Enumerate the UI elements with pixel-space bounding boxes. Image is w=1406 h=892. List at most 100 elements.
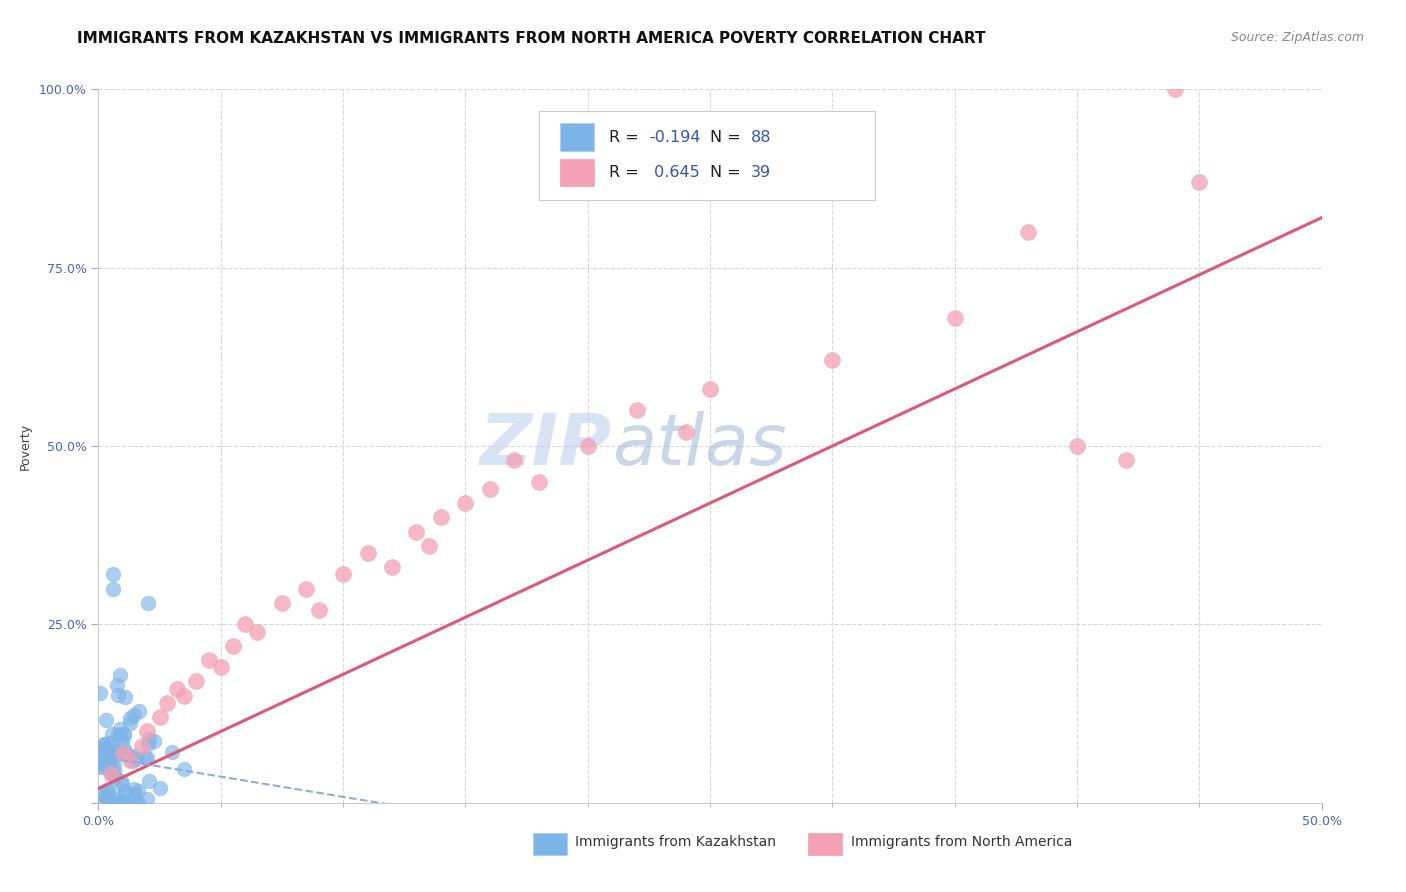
Point (149, 780, 172, 795)
Point (101, 727, 124, 741)
Point (136, 724, 159, 739)
Point (1188, 175, 1211, 189)
Point (108, 727, 131, 741)
Point (101, 740, 124, 755)
Point (112, 742, 135, 756)
Point (270, 596, 294, 610)
Text: 88: 88 (751, 129, 770, 145)
Point (356, 546, 378, 560)
Point (136, 737, 159, 751)
Point (97, 783, 120, 797)
Point (97, 744, 120, 758)
Text: 39: 39 (751, 165, 770, 180)
Point (97, 763, 120, 777)
Point (103, 757, 125, 772)
Point (91, 741, 114, 756)
Point (332, 567, 354, 582)
Point (143, 734, 166, 748)
Point (108, 722, 131, 736)
Point (122, 782, 145, 797)
Point (111, 796, 134, 810)
Point (127, 784, 149, 798)
Point (110, 774, 132, 789)
Point (103, 766, 125, 780)
Point (105, 790, 128, 805)
Point (418, 539, 440, 553)
Point (1066, 439, 1088, 453)
Point (114, 690, 136, 705)
Point (122, 796, 145, 810)
Text: N =: N = (710, 129, 747, 145)
Point (821, 353, 844, 368)
Point (246, 624, 269, 639)
Point (93, 737, 115, 751)
Point (156, 696, 179, 710)
Text: R =: R = (609, 129, 644, 145)
Point (91, 796, 114, 810)
Text: 0.645: 0.645 (648, 165, 700, 180)
Point (105, 745, 128, 759)
Point (97, 742, 120, 756)
Text: N =: N = (710, 165, 747, 180)
Point (108, 796, 131, 810)
Point (699, 382, 721, 396)
Point (111, 776, 134, 790)
Point (135, 792, 157, 806)
Point (89, 786, 111, 800)
Point (173, 762, 195, 776)
Point (87, 758, 110, 772)
Point (96, 755, 118, 769)
Point (135, 751, 157, 765)
Point (118, 711, 141, 725)
Point (93, 746, 115, 760)
Point (103, 745, 125, 759)
Point (103, 764, 125, 778)
Point (114, 796, 136, 810)
Point (96, 756, 118, 770)
Point (97, 792, 120, 806)
Point (90, 744, 112, 758)
Point (96, 782, 118, 797)
Point (136, 596, 159, 610)
Text: Immigrants from Kazakhstan: Immigrants from Kazakhstan (575, 835, 776, 849)
Point (405, 524, 427, 539)
Point (430, 510, 453, 524)
Point (111, 746, 134, 760)
Point (120, 716, 142, 731)
Point (105, 771, 128, 785)
Point (117, 747, 139, 762)
Text: R =: R = (609, 165, 644, 180)
Point (108, 668, 131, 682)
Point (675, 425, 697, 439)
Point (104, 796, 127, 810)
Point (96, 747, 118, 762)
Point (98, 788, 121, 802)
Point (90, 760, 112, 774)
Point (91, 756, 114, 771)
Point (166, 681, 188, 696)
Point (503, 453, 526, 467)
Point (186, 674, 208, 689)
Point (173, 689, 195, 703)
Point (1164, 82, 1187, 96)
Point (97, 736, 120, 750)
Point (114, 783, 136, 797)
Point (125, 748, 148, 763)
Point (127, 796, 149, 810)
Point (381, 560, 404, 574)
Point (100, 796, 122, 810)
Point (101, 796, 124, 810)
Y-axis label: Poverty: Poverty (18, 423, 32, 469)
Point (295, 582, 318, 596)
Text: Immigrants from North America: Immigrants from North America (851, 835, 1073, 849)
Point (134, 751, 156, 765)
Point (101, 767, 124, 781)
Point (125, 796, 148, 810)
Point (122, 708, 145, 723)
Point (114, 746, 136, 760)
Bar (560, 123, 593, 151)
Point (197, 653, 219, 667)
Point (105, 677, 128, 691)
Point (120, 753, 142, 767)
Point (209, 660, 232, 674)
